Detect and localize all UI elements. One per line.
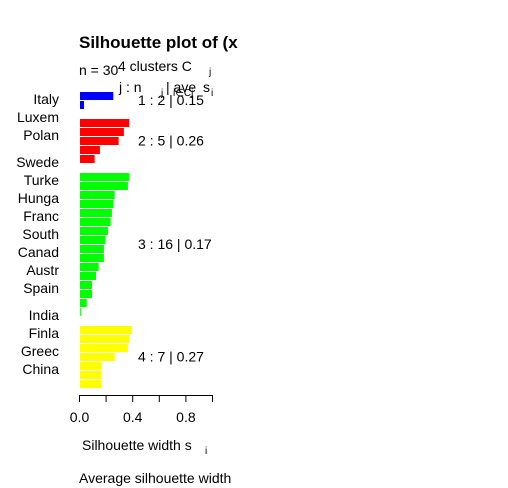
cluster-summary: 2 : 5 | 0.26 — [138, 133, 204, 149]
x-axis-label-text: Silhouette width s — [82, 437, 192, 453]
silhouette-bar — [80, 308, 81, 316]
silhouette-bar — [80, 137, 119, 145]
row-label: China — [22, 361, 59, 377]
n-label: n = 30 — [79, 62, 119, 78]
x-axis-label: Silhouette width s i — [82, 437, 207, 457]
row-label: Turke — [24, 172, 59, 188]
silhouette-bar — [80, 209, 112, 217]
silhouette-bar — [80, 353, 115, 361]
x-axis-label-sub: i — [205, 446, 207, 457]
silhouette-bar — [80, 371, 102, 379]
x-axis: 0.0 0.4 0.8 — [70, 395, 213, 425]
row-label: Swede — [16, 154, 59, 170]
silhouette-bar — [80, 254, 104, 262]
x-tick-label: 0.0 — [70, 409, 90, 425]
row-label: Greec — [21, 343, 59, 359]
silhouette-bar — [80, 119, 130, 127]
col-header-ave-sub: i∈Cj — [173, 88, 193, 99]
x-tick-label: 0.4 — [123, 409, 143, 425]
silhouette-bar — [80, 245, 104, 253]
clusters-header: 4 clusters C j — [118, 58, 211, 78]
silhouette-bar — [80, 101, 84, 109]
x-tick-label: 0.8 — [176, 409, 196, 425]
row-label: Polan — [23, 127, 59, 143]
silhouette-bar — [80, 173, 130, 181]
col-header-j: j : n — [118, 79, 142, 95]
silhouette-bar — [80, 92, 114, 100]
silhouette-bar — [80, 146, 100, 154]
silhouette-bar — [80, 218, 111, 226]
col-header-s-sub: i — [211, 88, 213, 99]
cluster-summary: 3 : 16 | 0.17 — [138, 236, 212, 252]
row-label: Canad — [18, 244, 59, 260]
silhouette-bar — [80, 200, 114, 208]
footer-text: Average silhouette width — [79, 470, 231, 486]
col-header-s: s — [203, 79, 210, 95]
row-label: Italy — [33, 91, 59, 107]
silhouette-bar — [80, 326, 132, 334]
silhouette-bar — [80, 299, 87, 307]
cluster-summaries: 1 : 2 | 0.15 2 : 5 | 0.26 3 : 16 | 0.17 4 :… — [138, 92, 212, 365]
silhouette-bar — [80, 128, 124, 136]
row-label: Austr — [26, 262, 59, 278]
row-label: Hunga — [18, 190, 59, 206]
silhouette-bar — [80, 281, 92, 289]
row-label: South — [22, 226, 59, 242]
column-header: j : n j | ave i∈Cj s i — [118, 79, 213, 99]
silhouette-bar — [80, 272, 96, 280]
silhouette-bar — [80, 227, 108, 235]
cluster-summary: 1 : 2 | 0.15 — [138, 92, 204, 108]
clusters-header-text: 4 clusters C — [118, 58, 192, 74]
row-label: Spain — [23, 280, 59, 296]
row-label: Franc — [23, 208, 59, 224]
row-label: Luxem — [17, 109, 59, 125]
silhouette-bar — [80, 236, 106, 244]
silhouette-bar — [80, 263, 99, 271]
cluster-summary: 4 : 7 | 0.27 — [138, 349, 204, 365]
col-header-ave: | ave — [166, 79, 196, 95]
chart-title: Silhouette plot of (x — [79, 33, 238, 52]
row-label: India — [29, 307, 60, 323]
silhouette-bar — [80, 335, 130, 343]
silhouette-bar — [80, 344, 128, 352]
silhouette-bar — [80, 155, 95, 163]
silhouette-bar — [80, 380, 102, 388]
row-label: Finla — [29, 325, 60, 341]
silhouette-bars — [80, 92, 132, 388]
col-header-j-sub: j — [160, 88, 163, 99]
silhouette-bar — [80, 362, 102, 370]
row-labels: Italy Luxem Polan Swede Turke Hunga Franc South… — [16, 91, 59, 377]
silhouette-bar — [80, 182, 128, 190]
silhouette-bar — [80, 290, 92, 298]
silhouette-bar — [80, 191, 115, 199]
clusters-header-sub: j — [208, 67, 211, 78]
